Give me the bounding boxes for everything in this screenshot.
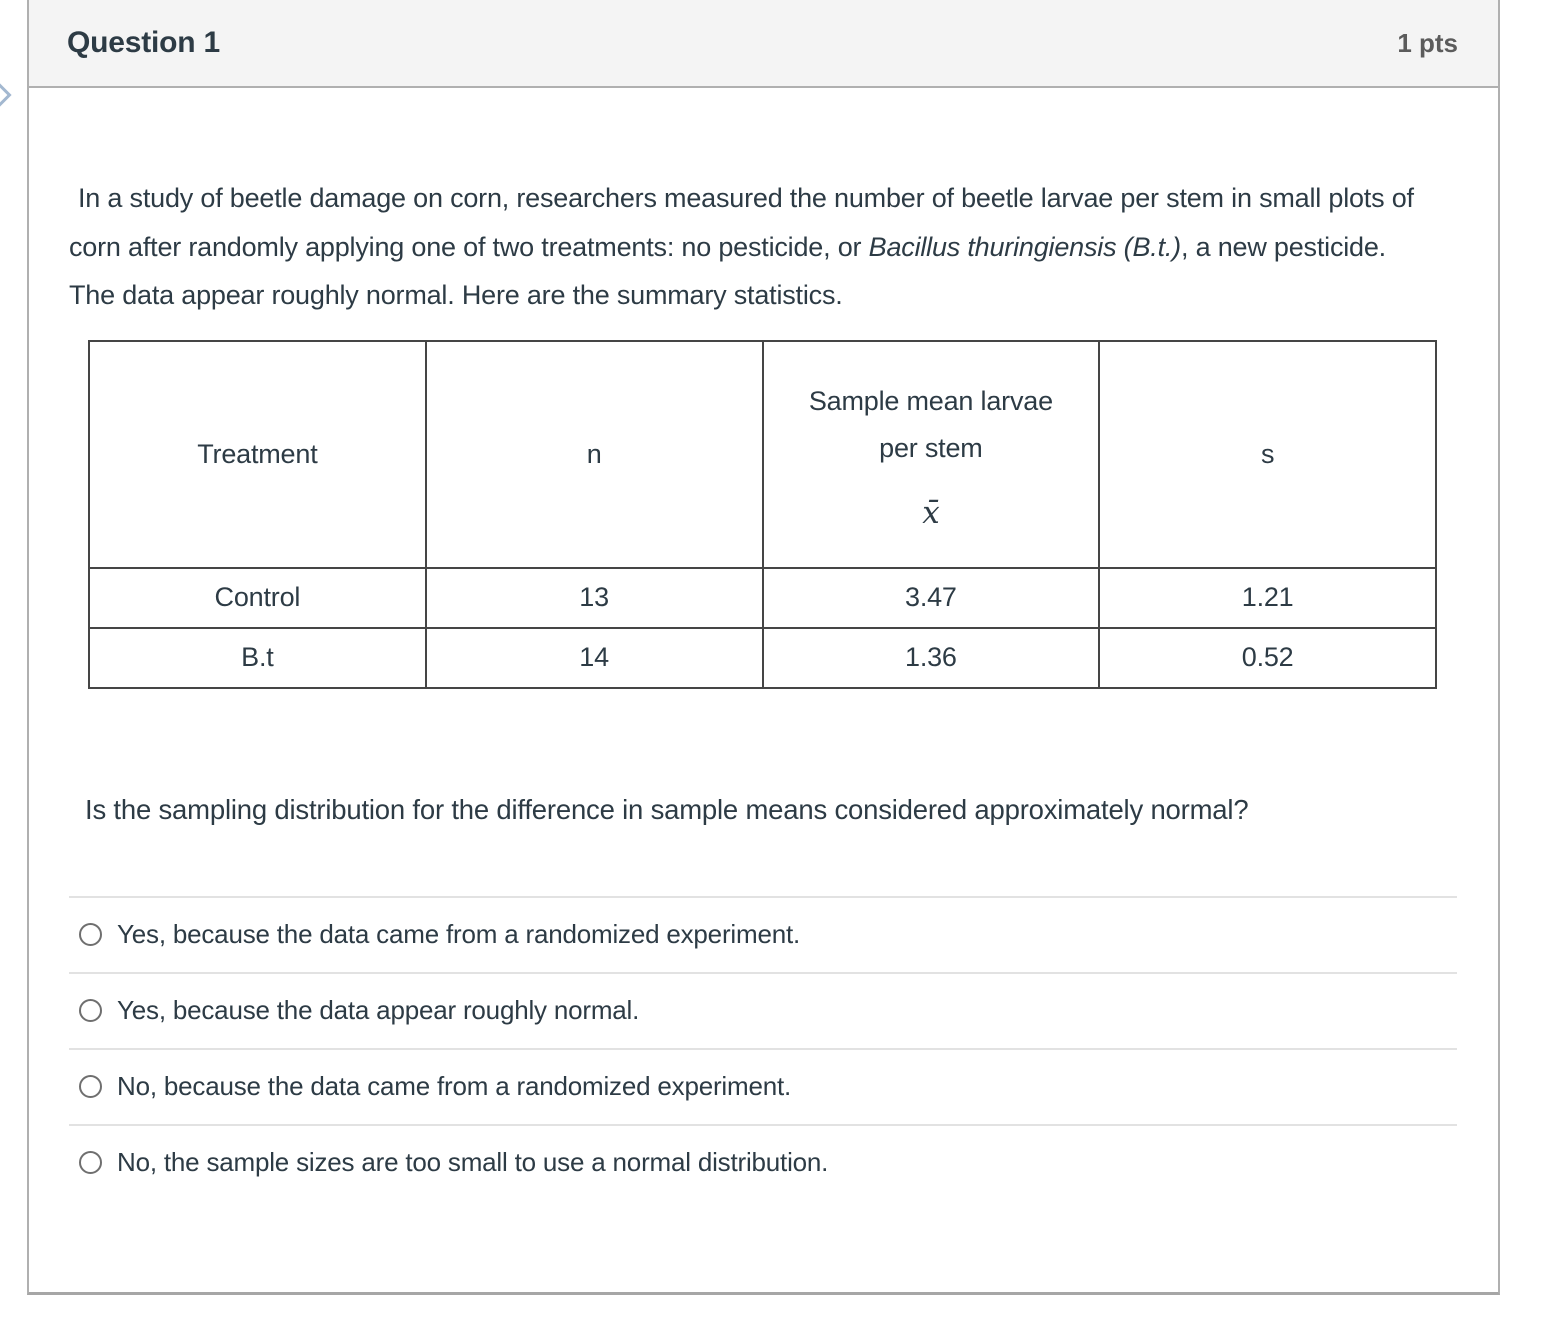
radio-button-icon[interactable] <box>79 1075 102 1098</box>
cell-treatment: Control <box>89 567 426 628</box>
answer-option-label[interactable]: Yes, because the data appear roughly nor… <box>117 995 640 1025</box>
answer-option-label[interactable]: No, because the data came from a randomi… <box>117 1071 792 1101</box>
cell-mean: 3.47 <box>762 567 1100 628</box>
answer-option-label[interactable]: No, the sample sizes are too small to us… <box>117 1147 829 1177</box>
question-body: In a study of beetle damage on corn, res… <box>29 88 1498 1200</box>
answer-option-1[interactable]: Yes, because the data came from a random… <box>69 895 1457 972</box>
table-header-row: Treatment n Sample mean larvae per stem … <box>89 340 1436 568</box>
radio-button-icon[interactable] <box>79 923 102 946</box>
question-prompt: Is the sampling distribution for the dif… <box>85 793 1249 825</box>
cell-n: 14 <box>425 627 763 688</box>
cell-mean: 1.36 <box>762 627 1100 688</box>
answer-option-3[interactable]: No, because the data came from a randomi… <box>69 1047 1457 1124</box>
question-card: Question 1 1 pts In a study of beetle da… <box>27 0 1500 1295</box>
sample-mean-label-line2: per stem <box>879 433 983 463</box>
question-header: Question 1 1 pts <box>29 0 1498 88</box>
radio-button-icon[interactable] <box>79 1151 102 1174</box>
radio-button-icon[interactable] <box>79 999 102 1022</box>
answer-options: Yes, because the data came from a random… <box>69 895 1457 1200</box>
answer-option-2[interactable]: Yes, because the data appear roughly nor… <box>69 971 1457 1048</box>
sample-mean-label-line1: Sample mean larvae <box>808 386 1053 416</box>
answer-option-label[interactable]: Yes, because the data came from a random… <box>117 919 801 949</box>
summary-statistics-table: Treatment n Sample mean larvae per stem … <box>88 339 1437 689</box>
table-row: B.t 14 1.36 0.52 <box>89 627 1436 688</box>
col-header-treatment: Treatment <box>89 340 426 568</box>
question-points: 1 pts <box>1397 27 1458 58</box>
question-title: Question 1 <box>67 26 221 59</box>
col-header-n: n <box>425 340 763 568</box>
answer-option-4[interactable]: No, the sample sizes are too small to us… <box>69 1123 1457 1200</box>
cell-n: 13 <box>425 567 763 628</box>
intro-text-after: , a new pesticide. The data appear rough… <box>69 231 1386 311</box>
col-header-s: s <box>1099 340 1436 568</box>
xbar-symbol: x̄ <box>922 495 940 531</box>
cell-s: 0.52 <box>1099 627 1436 688</box>
table-row: Control 13 3.47 1.21 <box>89 567 1436 628</box>
question-intro-paragraph: In a study of beetle damage on corn, res… <box>69 174 1437 320</box>
intro-text-before: In a study of beetle damage on corn, res… <box>69 183 1414 262</box>
cell-treatment: B.t <box>89 627 426 688</box>
edge-chevron-icon <box>0 55 12 135</box>
col-header-sample-mean: Sample mean larvae per stem x̄ <box>762 340 1100 568</box>
intro-text-italic: Bacillus thuringiensis (B.t.) <box>868 231 1182 262</box>
cell-s: 1.21 <box>1099 567 1436 628</box>
